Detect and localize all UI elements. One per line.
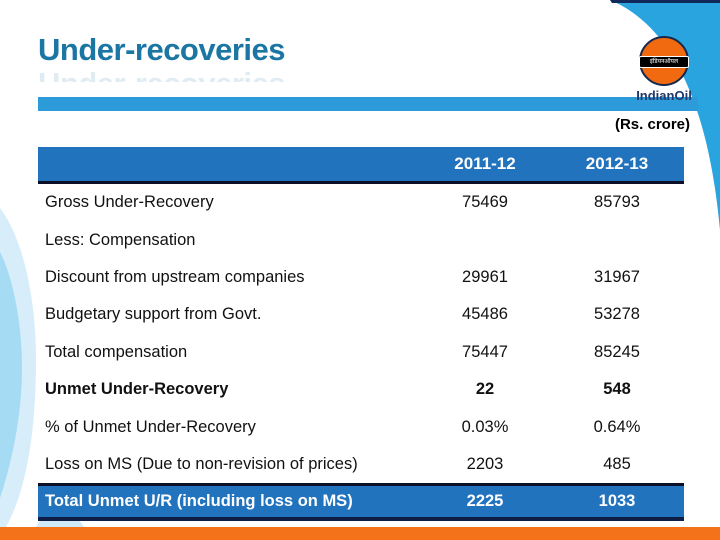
row-value-2011-12: 75469 xyxy=(462,193,508,212)
row-label: Unmet Under-Recovery xyxy=(45,380,229,399)
row-value-2012-13: 548 xyxy=(603,380,631,399)
row-value-2012-13: 85793 xyxy=(594,193,640,212)
table-row: % of Unmet Under-Recovery 0.03% 0.64% xyxy=(38,408,684,445)
table-row: Less: Compensation xyxy=(38,221,684,258)
footer-accent-bar xyxy=(0,527,720,540)
row-label: Loss on MS (Due to non-revision of price… xyxy=(45,454,358,473)
table-row: Gross Under-Recovery 75469 85793 xyxy=(38,184,684,221)
table-row: Discount from upstream companies 29961 3… xyxy=(38,259,684,296)
column-header-2011-12: 2011-12 xyxy=(454,154,516,173)
row-label: % of Unmet Under-Recovery xyxy=(45,417,256,436)
row-label: Total compensation xyxy=(45,342,188,361)
row-value-2012-13: 85245 xyxy=(594,342,640,361)
indianoil-logo-hindi-band: इंडियनऑयल xyxy=(639,56,689,68)
row-label: Total Unmet U/R (including loss on MS) xyxy=(45,492,353,511)
row-label: Gross Under-Recovery xyxy=(45,193,214,212)
row-value-2012-13: 53278 xyxy=(594,305,640,324)
table-row: Loss on MS (Due to non-revision of price… xyxy=(38,446,684,483)
row-value-2012-13: 31967 xyxy=(594,267,640,286)
data-table: 2011-12 2012-13 Gross Under-Recovery 754… xyxy=(38,147,684,522)
corner-top-edge xyxy=(610,0,720,3)
row-value-2011-12: 45486 xyxy=(462,305,508,324)
table-header-row: 2011-12 2012-13 xyxy=(38,147,684,184)
row-value-2012-13: 1033 xyxy=(598,492,636,511)
indianoil-logo-icon: इंडियनऑयल xyxy=(639,36,689,86)
table-row: Unmet Under-Recovery 22 548 xyxy=(38,371,684,408)
table-row: Budgetary support from Govt. 45486 53278 xyxy=(38,296,684,333)
row-label: Discount from upstream companies xyxy=(45,267,305,286)
unit-label: (Rs. crore) xyxy=(614,116,690,133)
row-value-2011-12: 2225 xyxy=(466,492,504,511)
indianoil-logo: इंडियनऑयल IndianOil xyxy=(634,36,694,103)
row-value-2012-13: 0.64% xyxy=(593,417,641,436)
row-value-2012-13: 485 xyxy=(603,454,631,473)
row-value-2011-12: 22 xyxy=(475,380,495,399)
left-wave-mid-shape xyxy=(0,252,22,498)
page-title: Under-recoveries xyxy=(38,32,286,67)
row-label: Less: Compensation xyxy=(45,230,196,249)
row-value-2011-12: 29961 xyxy=(462,267,508,286)
table-total-row: Total Unmet U/R (including loss on MS) 2… xyxy=(38,483,684,522)
row-value-2011-12: 2203 xyxy=(466,454,504,473)
table-row: Total compensation 75447 85245 xyxy=(38,334,684,371)
column-header-2012-13: 2012-13 xyxy=(585,154,649,173)
row-value-2011-12: 75447 xyxy=(462,342,508,361)
row-value-2011-12: 0.03% xyxy=(461,417,509,436)
left-wave-light-shape xyxy=(0,208,36,527)
row-label: Budgetary support from Govt. xyxy=(45,305,262,324)
page-title-reflection: Under-recoveries xyxy=(38,66,285,82)
indianoil-wordmark: IndianOil xyxy=(636,88,692,103)
title-underline-bar xyxy=(38,97,698,111)
